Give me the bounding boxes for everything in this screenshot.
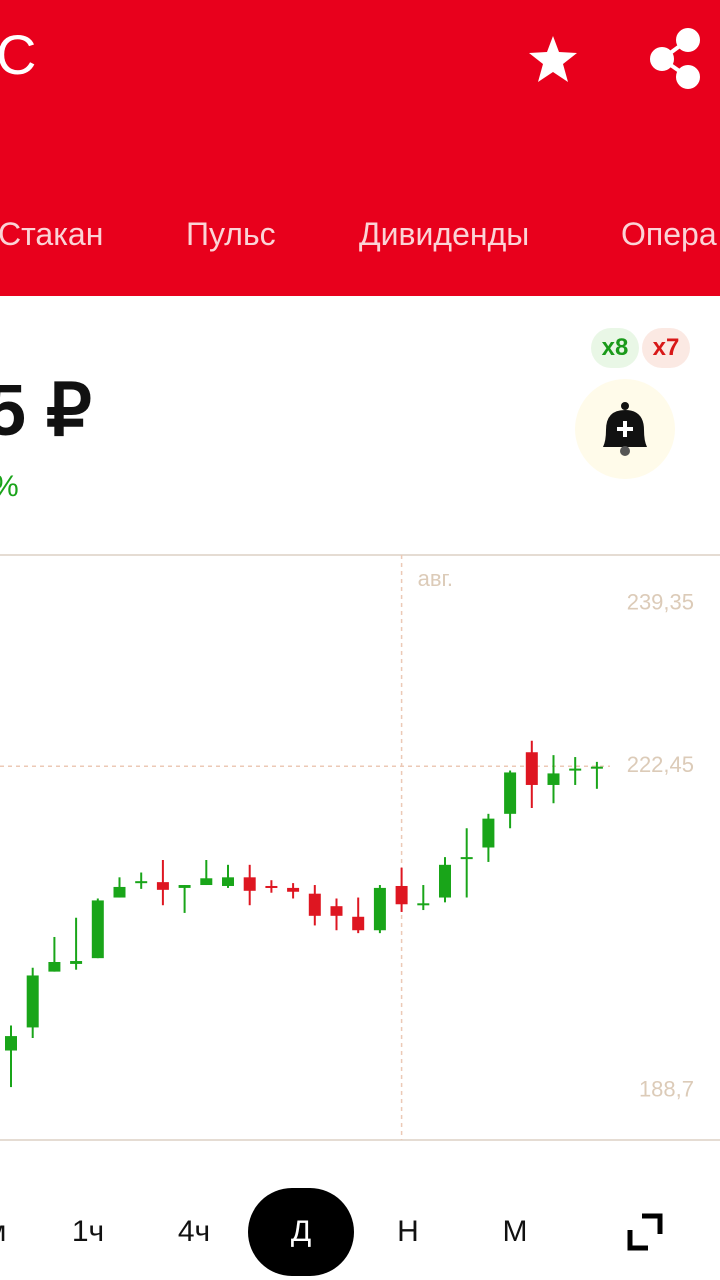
candle-body (373, 887, 386, 931)
badge: x8 (591, 328, 639, 368)
candle-body (156, 882, 169, 890)
candle-body (395, 885, 408, 905)
share-button[interactable] (650, 28, 700, 89)
candle-body (417, 903, 430, 906)
last-price-label: 222,45 (627, 752, 694, 777)
selected-pill (248, 1188, 354, 1276)
candle-body (243, 877, 256, 891)
header-icons (529, 28, 700, 89)
candle-body (547, 773, 560, 785)
candle-body (590, 766, 603, 769)
candle-body (5, 1036, 17, 1051)
candle-body (200, 878, 213, 886)
candle-body (26, 975, 39, 1028)
tab[interactable]: Опера (621, 216, 717, 252)
favorite-button[interactable] (529, 36, 577, 82)
candle-body (135, 881, 148, 884)
badge: x7 (642, 328, 690, 368)
candle-body (91, 900, 104, 959)
fullscreen-button[interactable] (627, 1213, 663, 1251)
header-title: С (0, 23, 37, 86)
candle-body (222, 877, 234, 886)
candle-body (48, 961, 61, 972)
candle-body (569, 768, 582, 771)
tab[interactable]: Дивиденды (359, 216, 530, 252)
candle-body (178, 885, 191, 888)
y-tick-label: 239,35 (627, 589, 694, 614)
candle-body (460, 857, 473, 860)
timeframe-button[interactable]: 1ч (72, 1215, 104, 1248)
bell-icon (603, 402, 647, 456)
y-tick-label: 188,7 (639, 1077, 694, 1102)
timeframe-button[interactable]: М (503, 1215, 528, 1248)
x-tick-label: авг. (418, 566, 453, 591)
candle-body (330, 906, 343, 916)
candle-body (70, 961, 83, 964)
candle-body (482, 818, 495, 848)
tab[interactable]: Пульс (186, 216, 276, 252)
candle-body (113, 886, 126, 898)
timeframe-button[interactable]: м (0, 1215, 6, 1248)
candle-body (287, 887, 300, 892)
candle-body (308, 893, 321, 916)
price: 5 ₽ (0, 371, 92, 451)
header: С Стакан Пульс Дивиденды Опера (0, 0, 720, 296)
timeframe-button[interactable]: Н (397, 1215, 419, 1248)
candle-body (504, 772, 517, 814)
price-change: % (0, 470, 19, 504)
timeframe-button[interactable]: Д (291, 1215, 311, 1248)
candle-body (265, 885, 278, 888)
timeframe-button[interactable]: 4ч (178, 1215, 210, 1248)
candle-body (439, 864, 451, 898)
tab[interactable]: Стакан (0, 216, 104, 252)
candle-body (352, 916, 365, 931)
candle-body (525, 752, 538, 785)
